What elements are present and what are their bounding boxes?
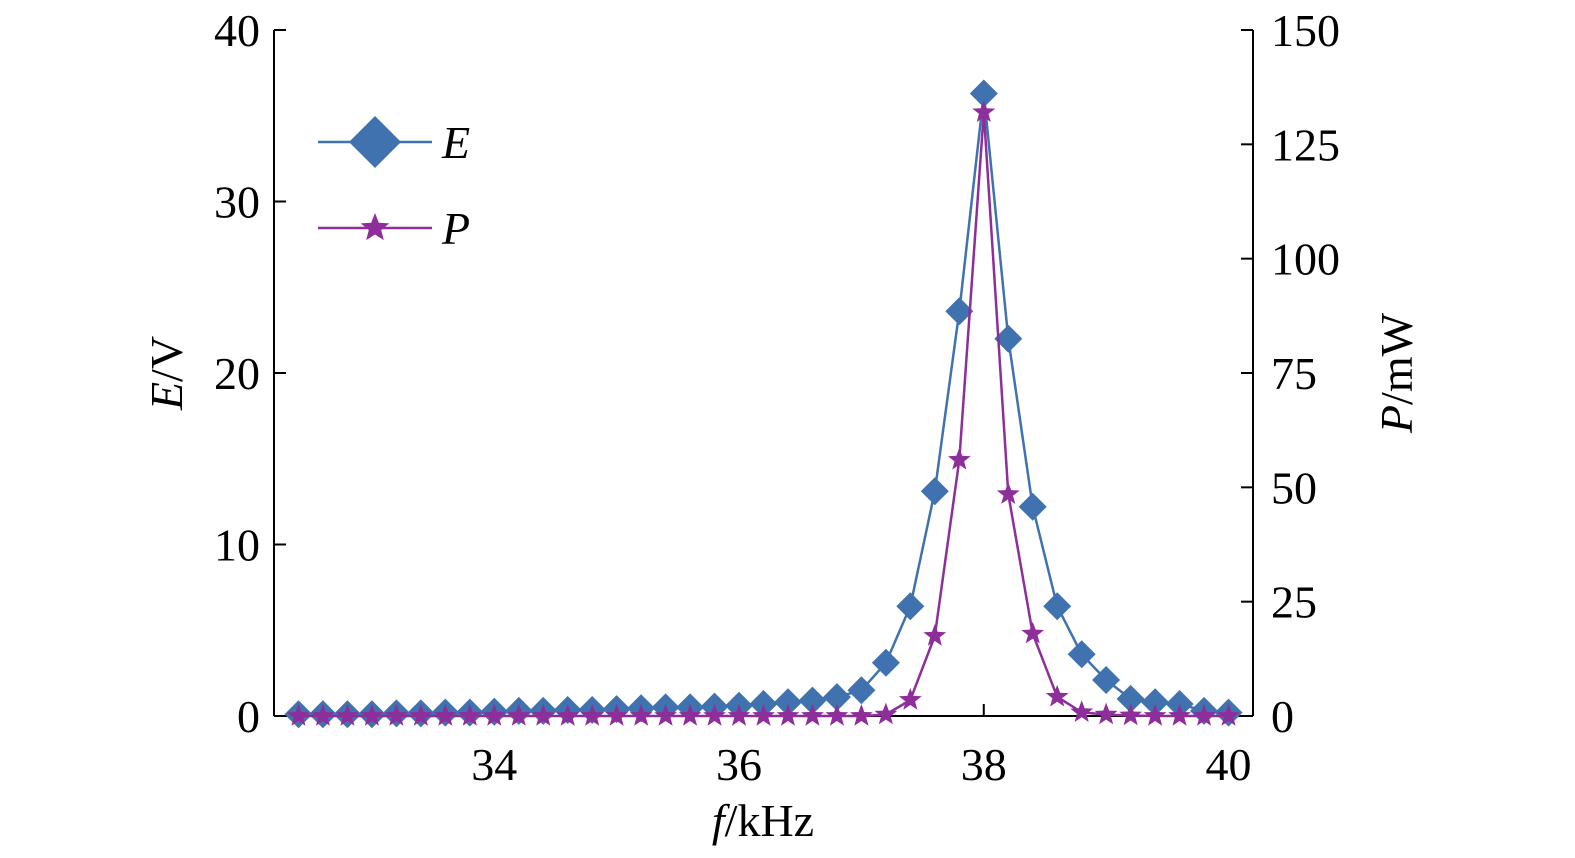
- series-e-point: [1043, 592, 1072, 621]
- right-y-axis-label: P/mW: [1371, 312, 1422, 434]
- series-e-point: [920, 477, 949, 506]
- x-ticks: 34 36 38 40: [471, 704, 1252, 790]
- series-p-line: [298, 112, 1229, 718]
- series-p-point: [678, 704, 702, 726]
- series-p-point: [801, 704, 824, 726]
- series-p-point: [898, 688, 922, 710]
- y-right-tick-label: 100: [1271, 234, 1340, 285]
- left-y-axis-label-var: E: [141, 382, 192, 411]
- series-e-point: [847, 676, 876, 705]
- y-right-tick-label: 125: [1271, 119, 1340, 170]
- legend: E P: [318, 116, 470, 254]
- y-right-ticks: 0 25 50 75 100 125 150: [1241, 5, 1340, 742]
- series-e-point: [994, 324, 1023, 353]
- series-p-point: [531, 704, 555, 726]
- right-y-axis-label-var: P: [1371, 405, 1422, 434]
- series-p-point: [1119, 703, 1142, 726]
- y-left-tick-label: 20: [214, 348, 260, 399]
- series-e-point: [945, 297, 974, 326]
- series-layer: [284, 79, 1243, 729]
- left-y-axis-label-unit: /V: [141, 336, 192, 382]
- series-p-point: [385, 704, 408, 726]
- series-p-point: [507, 704, 531, 726]
- series-p-point: [703, 704, 726, 726]
- x-tick-label: 38: [961, 739, 1007, 790]
- series-p-point: [972, 100, 996, 122]
- series-e-point: [969, 79, 998, 108]
- series-e-point: [1067, 640, 1096, 669]
- series-p-point: [556, 704, 580, 726]
- series-e-point: [896, 592, 925, 621]
- x-tick-label: 34: [471, 739, 517, 790]
- series-p-point: [287, 704, 310, 726]
- x-tick-label: 40: [1206, 739, 1252, 790]
- y-right-tick-label: 25: [1271, 577, 1317, 628]
- series-p-point: [850, 704, 873, 726]
- series-e-point: [798, 686, 827, 715]
- y-right-tick-label: 75: [1271, 348, 1317, 399]
- series-p-point: [433, 704, 457, 726]
- series-p-point: [752, 704, 775, 726]
- series-p-point: [311, 704, 335, 726]
- legend-p-label: P: [441, 203, 470, 254]
- series-p-point: [776, 704, 800, 726]
- legend-e-label: E: [441, 117, 470, 168]
- y-left-tick-label: 0: [237, 691, 260, 742]
- series-p-point: [1045, 684, 1069, 707]
- right-y-axis-label-unit: /mW: [1371, 312, 1422, 405]
- series-p-point: [458, 704, 482, 726]
- series-p-point: [654, 704, 677, 726]
- series-p-point: [409, 704, 433, 726]
- x-tick-label: 36: [716, 739, 762, 790]
- series-p-point: [336, 704, 359, 726]
- x-axis-label: f/kHz: [712, 795, 814, 846]
- y-left-ticks: 0 10 20 30 40: [214, 5, 286, 742]
- series-p-point: [947, 447, 971, 470]
- y-right-tick-label: 150: [1271, 5, 1340, 56]
- series-p-point: [1070, 700, 1094, 722]
- series-e-point: [822, 683, 851, 712]
- series-p-point: [996, 482, 1020, 504]
- series-e-point: [1092, 666, 1121, 694]
- series-p-point: [580, 704, 604, 726]
- series-p-point: [1217, 704, 1240, 726]
- series-e-point: [1116, 684, 1145, 713]
- series-e-point: [1018, 492, 1047, 521]
- legend-e-diamond-marker: [349, 116, 401, 168]
- series-p-point: [1168, 704, 1191, 726]
- series-p-point: [360, 704, 384, 726]
- series-p-point: [1143, 704, 1167, 726]
- x-axis-label-unit: /kHz: [725, 795, 814, 846]
- series-p-point: [1021, 621, 1045, 644]
- left-y-axis-label: E/V: [141, 336, 192, 411]
- series-p-point: [727, 704, 751, 726]
- y-right-tick-label: 50: [1271, 462, 1317, 513]
- series-e-point: [1141, 688, 1170, 717]
- series-p-point: [1192, 704, 1216, 726]
- axes: [273, 30, 1254, 717]
- series-p-point: [825, 704, 849, 726]
- series-e-line: [298, 93, 1229, 716]
- series-e-point: [774, 688, 802, 717]
- series-p-point: [874, 702, 898, 725]
- series-p-point: [605, 704, 629, 726]
- y-left-tick-label: 10: [214, 520, 260, 571]
- series-p-point: [482, 704, 506, 726]
- series-p-point: [923, 624, 947, 646]
- series-p-point: [629, 704, 653, 726]
- series-p-point: [1094, 702, 1118, 725]
- y-left-tick-label: 30: [214, 177, 260, 228]
- series-e-point: [871, 648, 900, 677]
- y-left-tick-label: 40: [214, 5, 260, 56]
- y-right-tick-label: 0: [1271, 691, 1294, 742]
- legend-p-star-marker: [360, 213, 390, 241]
